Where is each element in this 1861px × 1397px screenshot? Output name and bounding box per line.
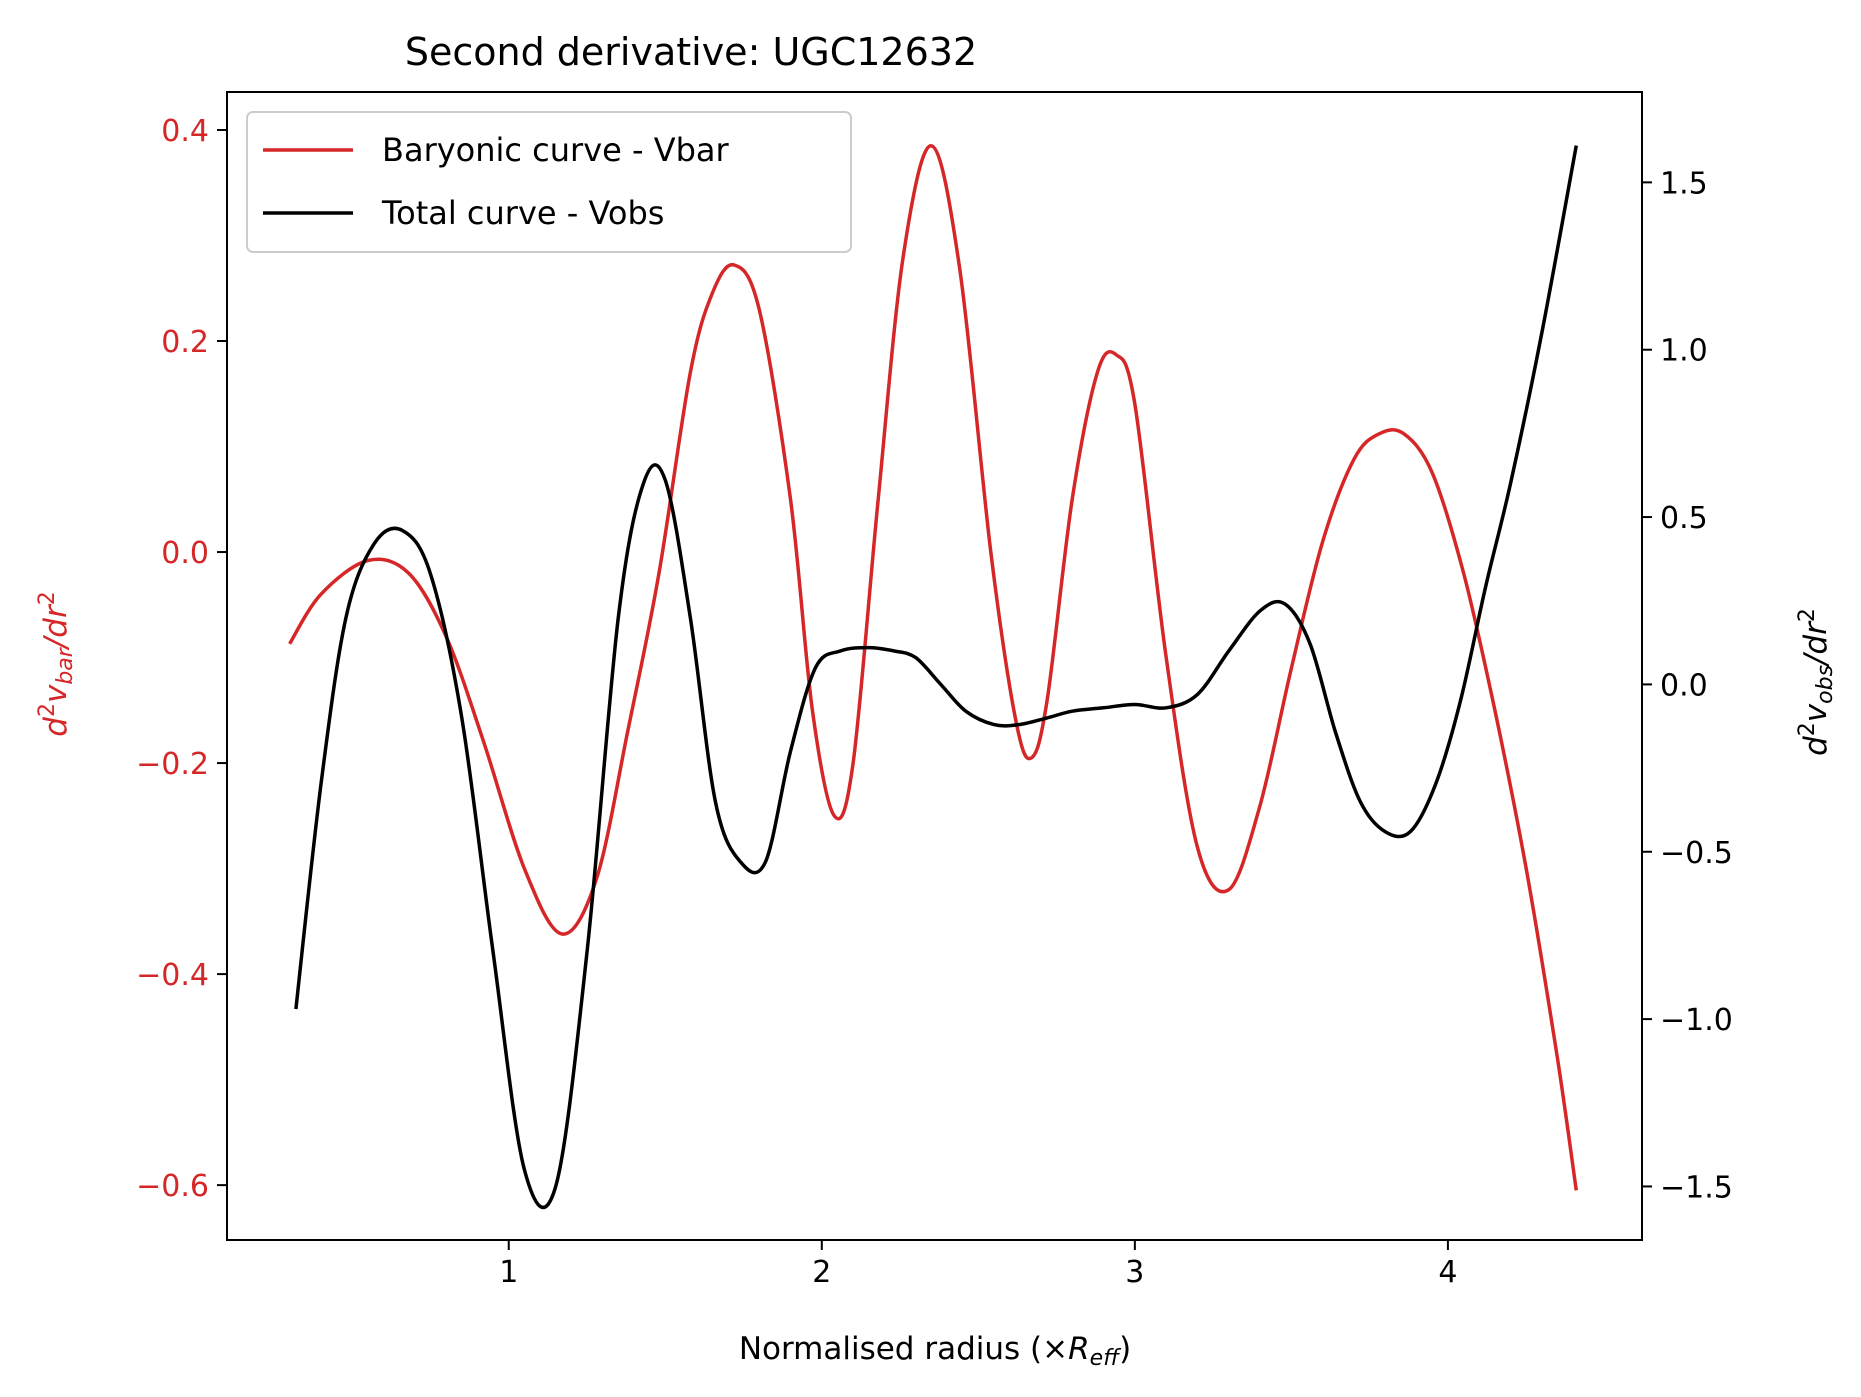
x-tick-label: 1 — [499, 1255, 518, 1290]
x-tick-label: 4 — [1438, 1255, 1457, 1290]
y-right-tick-label: 1.5 — [1660, 166, 1708, 201]
y-left-label-d: d — [38, 717, 74, 737]
y-right-tick-label: 1.0 — [1660, 334, 1708, 369]
y-axis-left: 0.4 0.2 0.0 −0.2 −0.4 −0.6 — [136, 114, 227, 1204]
legend-box — [246, 111, 852, 253]
x-tick-label: 2 — [812, 1255, 831, 1290]
y-right-label-sup2: 2 — [1795, 608, 1820, 622]
chart-title: Second derivative: UGC12632 — [405, 30, 977, 74]
y-left-tick-label: 0.2 — [161, 325, 209, 360]
y-left-label-sub: bar — [53, 646, 78, 684]
legend-label-vobs: Total curve - Vobs — [381, 194, 664, 232]
y-right-label-sup1: 2 — [1795, 722, 1820, 736]
y-left-label-sup1: 2 — [35, 703, 60, 717]
y-right-tick-label: 0.0 — [1660, 668, 1708, 703]
x-axis-label-sub: eff — [1090, 1346, 1122, 1371]
legend-label-vbar: Baryonic curve - Vbar — [382, 131, 730, 169]
y-right-tick-label: −1.5 — [1660, 1170, 1733, 1205]
y-left-label-sup2: 2 — [35, 591, 60, 605]
x-axis-label-prefix: Normalised radius (× — [739, 1331, 1068, 1367]
x-tick-label: 3 — [1125, 1255, 1144, 1290]
y-left-label-post: /dr — [38, 603, 74, 651]
y-axis-right-label: d2vobs/dr2 — [1795, 608, 1838, 756]
y-right-tick-label: −1.0 — [1660, 1003, 1733, 1038]
series-layer — [288, 144, 1579, 1210]
y-right-label-post: /dr — [1798, 620, 1834, 668]
plot-frame — [226, 91, 1643, 1241]
y-left-tick-label: −0.2 — [136, 747, 209, 782]
series-line-vobs — [294, 145, 1579, 1210]
y-left-tick-label: 0.0 — [161, 536, 209, 571]
y-right-label-sub: obs — [1813, 665, 1838, 704]
y-left-label-v: v — [38, 684, 74, 703]
series-line-vbar — [288, 144, 1579, 1191]
y-left-tick-label: −0.6 — [136, 1169, 209, 1204]
y-right-tick-label: 0.5 — [1660, 501, 1708, 536]
y-right-label-d: d — [1798, 736, 1834, 756]
y-left-tick-label: −0.4 — [136, 958, 209, 993]
y-right-tick-label: −0.5 — [1660, 836, 1733, 871]
x-axis-label: Normalised radius (×Reff) — [739, 1331, 1131, 1371]
y-axis-right: 1.5 1.0 0.5 0.0 −0.5 −1.0 −1.5 — [1642, 166, 1733, 1205]
legend: Baryonic curve - Vbar Total curve - Vobs — [246, 111, 852, 253]
x-axis-label-main: R — [1068, 1331, 1090, 1367]
y-axis-left-label: d2vbar/dr2 — [35, 591, 78, 736]
x-axis: 1 2 3 4 — [499, 1240, 1457, 1290]
x-axis-label-suffix: ) — [1119, 1331, 1131, 1367]
y-right-label-v: v — [1798, 703, 1834, 722]
y-left-tick-label: 0.4 — [161, 114, 209, 149]
